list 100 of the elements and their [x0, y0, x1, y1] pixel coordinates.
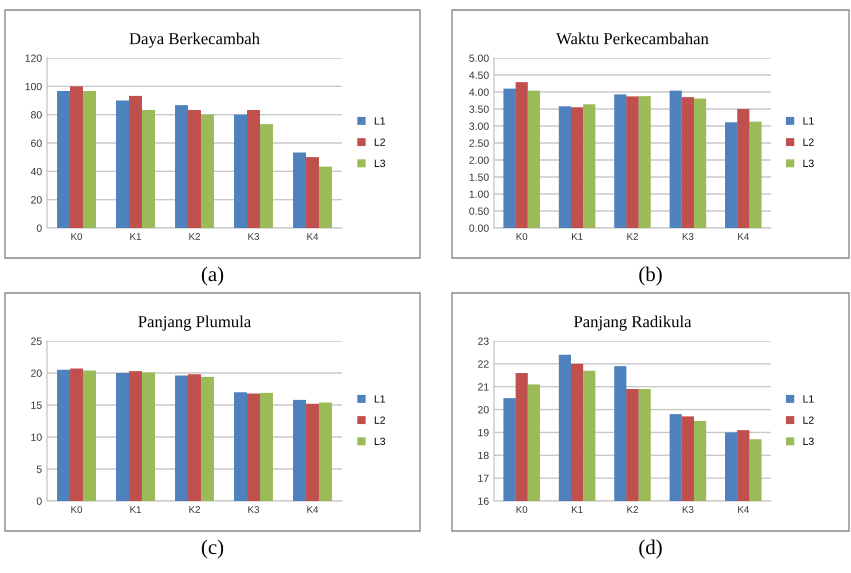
- y-tick-label: 0.00: [469, 224, 489, 232]
- legend-label: L1: [374, 395, 386, 402]
- text: (a): [202, 266, 224, 286]
- bar: [725, 122, 738, 228]
- bar: [116, 373, 130, 501]
- bar: [234, 114, 248, 228]
- x-tick-label: K0: [71, 506, 82, 513]
- bar: [306, 157, 319, 228]
- y-tick-label: 17: [478, 474, 489, 482]
- y-tick-label: 15: [31, 402, 42, 409]
- bar: [583, 104, 596, 228]
- legend-label: L3: [374, 160, 386, 168]
- bar: [638, 96, 651, 228]
- y-tick-label: 19: [478, 428, 489, 436]
- bar: [626, 96, 639, 228]
- chart-title: Panjang Plumula: [138, 316, 251, 331]
- bar: [82, 370, 96, 501]
- y-tick-label: 22: [478, 360, 489, 368]
- y-tick-label: 20: [478, 406, 489, 414]
- text: (c): [202, 540, 224, 558]
- bar: [503, 88, 516, 228]
- bar: [694, 98, 706, 228]
- text: (b): [639, 266, 662, 286]
- legend-label: L1: [803, 117, 814, 124]
- y-tick-label: 2.00: [469, 156, 489, 164]
- bar: [558, 106, 572, 228]
- text: (d): [639, 540, 662, 558]
- y-tick-label: 2.50: [469, 140, 489, 147]
- bar: [57, 370, 70, 501]
- x-tick-label: K1: [130, 233, 141, 240]
- x-tick-label: K1: [572, 506, 583, 513]
- bar: [306, 404, 319, 501]
- y-tick-label: 3.50: [469, 106, 489, 113]
- y-tick-label: 0: [36, 498, 42, 505]
- x-tick-label: K4: [738, 233, 749, 240]
- bar: [116, 100, 130, 228]
- legend-label: L2: [803, 416, 814, 424]
- y-tick-label: 4.00: [469, 88, 489, 96]
- y-tick-label: 23: [478, 338, 489, 345]
- bar: [749, 122, 762, 228]
- y-tick-label: 25: [31, 338, 42, 345]
- y-tick-label: 16: [478, 498, 489, 505]
- bar: [175, 105, 188, 228]
- y-tick-label: 0: [36, 224, 42, 232]
- y-tick-label: 60: [31, 140, 42, 147]
- bar: [670, 90, 682, 228]
- y-tick-label: 80: [31, 111, 42, 119]
- y-tick-label: 5: [36, 466, 42, 473]
- y-tick-label: 100: [26, 82, 42, 90]
- bar: [293, 152, 306, 228]
- y-tick-label: 1.50: [470, 174, 489, 181]
- bar: [293, 400, 306, 501]
- legend-label: L3: [803, 160, 814, 168]
- bar: [200, 114, 214, 228]
- y-tick-label: 3.00: [469, 122, 489, 130]
- y-tick-label: 1.00: [470, 190, 489, 198]
- x-tick-label: K2: [189, 233, 200, 240]
- legend-label: L3: [374, 438, 386, 446]
- x-tick-label: K0: [71, 233, 82, 240]
- x-tick-label: K3: [682, 506, 694, 513]
- bar: [247, 110, 260, 228]
- bar: [200, 376, 214, 501]
- y-tick-label: 5.00: [469, 54, 489, 62]
- x-tick-label: K0: [516, 506, 528, 513]
- y-tick-label: 20: [31, 196, 42, 204]
- legend-label: L2: [374, 138, 386, 146]
- bar: [129, 96, 142, 228]
- bar: [260, 124, 273, 228]
- x-tick-label: K2: [627, 506, 638, 513]
- legend-label: L1: [803, 395, 814, 402]
- bar: [57, 91, 70, 228]
- chart-title: Panjang Radikula: [574, 316, 692, 331]
- bar: [129, 371, 142, 501]
- y-tick-label: 0.50: [469, 208, 489, 215]
- legend-label: L1: [374, 117, 386, 124]
- bar: [318, 166, 332, 228]
- bar: [682, 97, 694, 228]
- y-tick-label: 40: [30, 168, 42, 176]
- bar: [247, 393, 260, 501]
- bar: [571, 107, 584, 228]
- bar: [234, 392, 248, 501]
- bar: [528, 90, 540, 228]
- bar: [142, 372, 155, 501]
- y-tick-label: 10: [31, 434, 42, 441]
- x-tick-label: K3: [248, 506, 260, 513]
- legend-label: L2: [803, 138, 814, 146]
- legend-label: L3: [803, 438, 814, 446]
- x-tick-label: K2: [627, 233, 638, 240]
- bar: [260, 392, 273, 501]
- bar: [188, 374, 201, 501]
- x-tick-label: K4: [307, 506, 318, 513]
- x-tick-label: K4: [738, 506, 749, 513]
- bar: [142, 110, 155, 228]
- bar: [188, 110, 201, 228]
- x-tick-label: K4: [307, 233, 318, 240]
- bar: [82, 91, 96, 228]
- bar: [175, 376, 188, 501]
- bar: [70, 368, 83, 501]
- x-tick-label: K0: [516, 233, 528, 240]
- chart-title: Waktu Perkecambahan: [556, 32, 709, 44]
